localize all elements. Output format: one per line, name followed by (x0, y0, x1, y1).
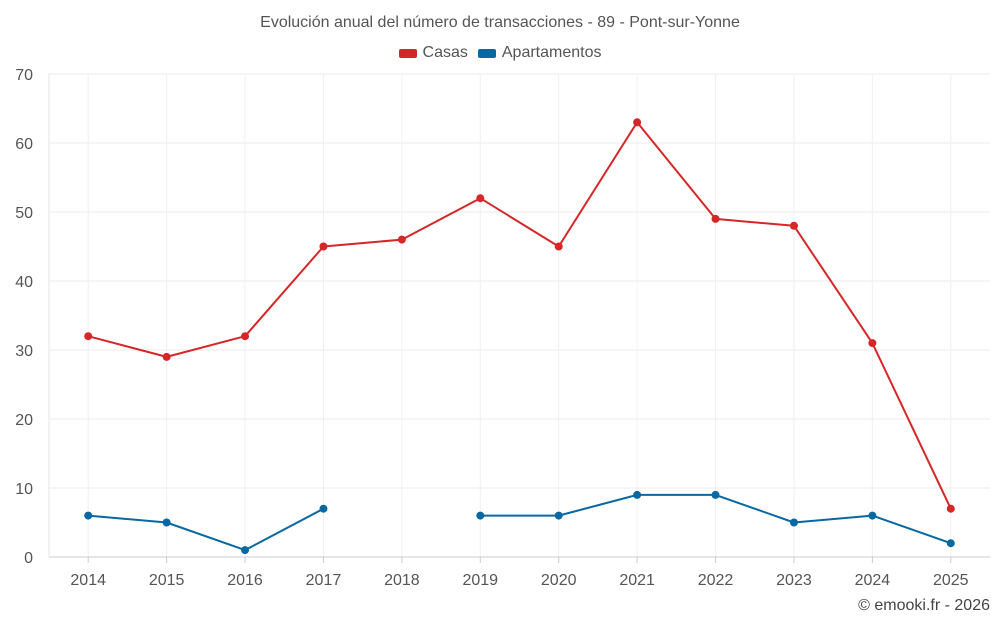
data-point-casas-2025 (946, 504, 955, 513)
x-tick-label-2018: 2018 (384, 572, 420, 589)
legend-label-casas: Casas (422, 44, 468, 61)
data-point-casas-2024 (868, 339, 877, 348)
y-tick-label-70: 70 (15, 67, 33, 84)
data-point-apartamentos-2023 (789, 518, 798, 527)
legend: Casas Apartamentos (0, 44, 1000, 62)
data-point-casas-2014 (84, 332, 93, 341)
y-tick-label-50: 50 (15, 205, 33, 222)
legend-label-apartamentos: Apartamentos (501, 44, 602, 61)
y-tick-label-40: 40 (15, 274, 33, 291)
data-point-casas-2022 (711, 214, 720, 223)
data-point-casas-2016 (241, 332, 250, 341)
legend-item-casas[interactable]: Casas (398, 44, 468, 62)
x-tick-label-2021: 2021 (619, 572, 655, 589)
data-point-casas-2017 (319, 242, 328, 251)
x-tick-label-2020: 2020 (541, 572, 577, 589)
data-point-apartamentos-2021 (633, 490, 642, 499)
chart-title: Evolución anual del número de transaccio… (260, 14, 740, 31)
data-point-casas-2018 (397, 235, 406, 244)
x-tick-label-2022: 2022 (698, 572, 734, 589)
x-tick-label-2019: 2019 (462, 572, 498, 589)
x-tick-label-2014: 2014 (70, 572, 106, 589)
data-point-apartamentos-2020 (554, 511, 563, 520)
y-tick-label-30: 30 (15, 343, 33, 360)
data-point-apartamentos-2014 (84, 511, 93, 520)
data-point-casas-2021 (633, 118, 642, 127)
x-tick-label-2024: 2024 (855, 572, 891, 589)
y-tick-label-20: 20 (15, 412, 33, 429)
credit-text: © emooki.fr - 2026 (858, 597, 990, 614)
y-tick-label-60: 60 (15, 136, 33, 153)
data-point-apartamentos-2019 (476, 511, 485, 520)
y-tick-label-10: 10 (15, 481, 33, 498)
data-point-apartamentos-2022 (711, 490, 720, 499)
data-point-casas-2019 (476, 194, 485, 203)
x-tick-label-2017: 2017 (306, 572, 342, 589)
data-point-apartamentos-2015 (162, 518, 171, 527)
data-point-casas-2015 (162, 352, 171, 361)
series-line-apartamentos-0 (88, 507, 324, 552)
data-point-casas-2023 (789, 221, 798, 230)
series-line-casas-0 (87, 121, 952, 510)
data-point-apartamentos-2025 (946, 539, 955, 548)
data-point-casas-2020 (554, 242, 563, 251)
legend-item-apartamentos[interactable]: Apartamentos (477, 44, 602, 62)
legend-swatch-casas (398, 48, 417, 58)
data-point-apartamentos-2016 (241, 546, 250, 555)
data-point-apartamentos-2024 (868, 511, 877, 520)
data-point-apartamentos-2017 (319, 504, 328, 513)
x-tick-label-2023: 2023 (776, 572, 812, 589)
legend-swatch-apartamentos (477, 48, 496, 58)
y-tick-label-0: 0 (24, 550, 33, 567)
x-tick-label-2015: 2015 (149, 572, 185, 589)
x-tick-label-2016: 2016 (227, 572, 263, 589)
x-tick-label-2025: 2025 (933, 572, 969, 589)
